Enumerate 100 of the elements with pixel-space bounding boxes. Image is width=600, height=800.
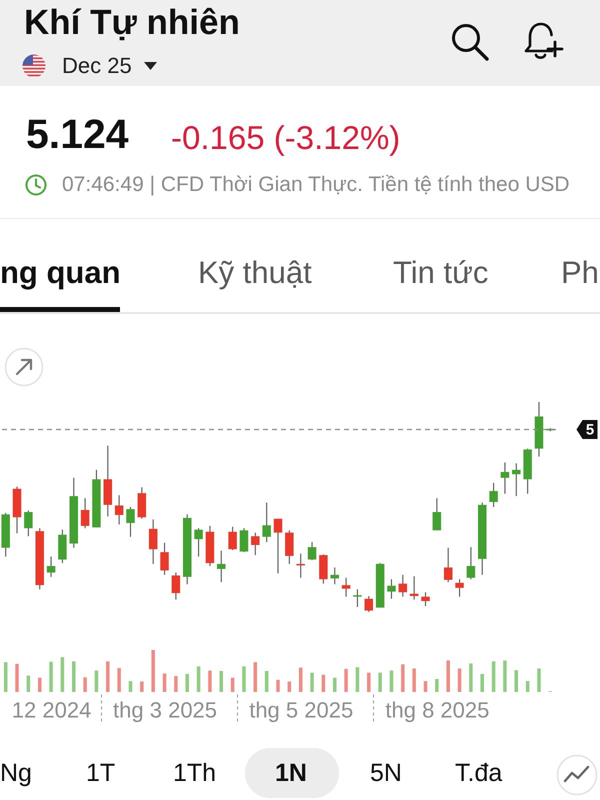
- x-tick-label: thg 3 2025: [113, 698, 218, 722]
- bar: [15, 664, 19, 692]
- candlestick: [114, 494, 124, 525]
- candlestick: [410, 576, 418, 600]
- bar: [94, 670, 98, 692]
- bar: [469, 663, 473, 692]
- bar: [503, 660, 507, 692]
- candlestick: [251, 532, 260, 556]
- candlestick: [342, 577, 350, 598]
- text: Tin tức: [393, 255, 488, 291]
- candlestick: [432, 498, 442, 531]
- bar: [537, 668, 541, 692]
- candlestick: [262, 502, 271, 543]
- bar: [390, 670, 394, 692]
- bar: [356, 667, 360, 692]
- bar: [4, 662, 8, 692]
- bar: [367, 672, 371, 692]
- candlestick: [217, 550, 226, 583]
- candlestick: [330, 566, 339, 585]
- candlestick: [240, 528, 248, 553]
- text: -0.165 (-3.12%): [171, 119, 400, 157]
- bar: [38, 678, 42, 692]
- bar: [242, 666, 246, 692]
- text: 5.124: [26, 111, 129, 158]
- text: 5N: [370, 759, 402, 788]
- text: ng quan: [0, 255, 121, 291]
- chart-title: Khí Tự nhiên: [24, 3, 240, 44]
- bar: [401, 664, 405, 692]
- x-tick-label: thg 8 2025: [385, 698, 490, 722]
- bar: [60, 657, 64, 692]
- bar: [128, 681, 132, 692]
- bar: [162, 674, 166, 692]
- x-tick-label: thg 5 2025: [249, 698, 354, 722]
- bar: [174, 676, 178, 692]
- bar: [83, 677, 87, 692]
- bar: [344, 668, 348, 692]
- bar: [208, 670, 212, 692]
- bar: [310, 672, 314, 692]
- candlestick: [285, 530, 294, 564]
- bar: [72, 661, 76, 692]
- text: 07:46:49 | CFD Thời Gian Thực. Tiền tệ tính theo USD: [62, 173, 570, 198]
- text: 1Th: [173, 759, 216, 788]
- candlestick: [489, 482, 498, 508]
- bar: [254, 662, 258, 692]
- bar: [230, 678, 234, 692]
- bar: [480, 674, 484, 692]
- bar: [49, 662, 53, 692]
- bar: [298, 668, 302, 692]
- bar: [140, 682, 144, 692]
- candlestick: [126, 506, 135, 538]
- candlestick: [160, 542, 169, 576]
- candlestick: [500, 462, 510, 494]
- bar: [117, 668, 121, 692]
- bar: [264, 671, 268, 692]
- x-tick-label: 12 2024: [12, 698, 92, 722]
- bar: [276, 680, 280, 692]
- text: T.đa: [455, 759, 502, 788]
- candlestick: [172, 572, 180, 600]
- bar: [412, 668, 416, 692]
- candlestick: [24, 510, 33, 537]
- candlestick: [466, 546, 476, 580]
- candlestick: [274, 518, 282, 574]
- bar: [514, 670, 518, 692]
- candlestick: [512, 462, 521, 497]
- bar: [26, 676, 30, 692]
- bar: [196, 666, 200, 692]
- text: 1N: [275, 759, 307, 788]
- bar: [526, 681, 530, 692]
- text: Kỹ thuật: [198, 255, 312, 291]
- bar: [492, 661, 496, 692]
- candlestick: [148, 518, 158, 564]
- candlestick: [353, 588, 362, 608]
- candlestick: [421, 592, 430, 607]
- bar: [435, 678, 439, 692]
- bar: [424, 681, 428, 692]
- bar: [220, 671, 224, 692]
- bar: [185, 674, 189, 692]
- text: 1T: [86, 759, 116, 788]
- bar: [458, 668, 462, 692]
- candlestick: [46, 556, 56, 578]
- bar: [322, 674, 326, 692]
- candlestick: [364, 595, 374, 613]
- candlestick: [398, 574, 408, 598]
- bar: [151, 650, 155, 692]
- candlestick: [444, 547, 452, 583]
- candlestick: [455, 578, 464, 598]
- text: Ph: [561, 255, 599, 291]
- bar: [446, 660, 450, 692]
- text: 5: [586, 422, 594, 439]
- bar: [106, 661, 110, 692]
- bar: [332, 678, 336, 692]
- candlestick: [296, 553, 305, 578]
- bar: [378, 672, 382, 692]
- candlestick: [387, 578, 396, 600]
- candlestick: [194, 528, 203, 558]
- chart-subtitle: Dec 25: [62, 53, 132, 78]
- candlestick: [80, 498, 90, 529]
- bar: [288, 682, 292, 692]
- text: Ng: [0, 759, 32, 788]
- candlestick: [228, 526, 237, 551]
